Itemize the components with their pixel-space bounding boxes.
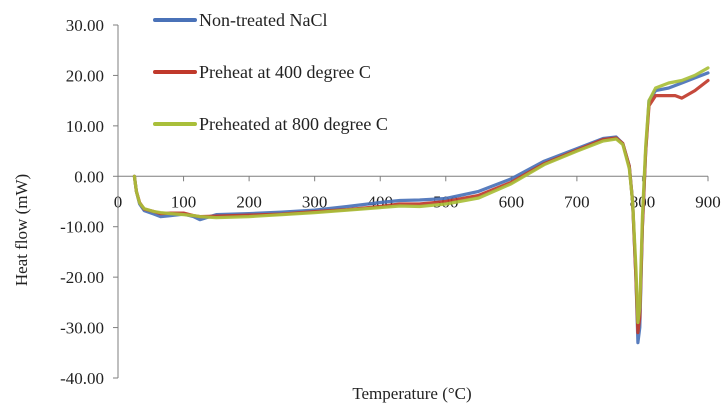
y-tick-label: -10.00 <box>60 218 104 237</box>
x-axis-title: Temperature (°C) <box>352 384 471 403</box>
y-tick-label: -30.00 <box>60 319 104 338</box>
legend: Non-treated NaCl Preheat at 400 degree C P… <box>153 10 388 134</box>
series-line-preheated-at-800-degree-c <box>132 66 710 325</box>
x-tick-label: 0 <box>114 192 123 211</box>
x-tick-label: 100 <box>171 192 197 211</box>
y-tick-label: 0.00 <box>74 167 104 186</box>
x-tick-label: 700 <box>564 192 590 211</box>
y-tick-label: -40.00 <box>60 369 104 388</box>
y-axis-title: Heat flow (mW) <box>12 174 31 286</box>
legend-label: Preheated at 800 degree C <box>199 114 388 134</box>
x-tick-label: 200 <box>236 192 262 211</box>
series-layer <box>132 66 710 345</box>
y-tick-label: 10.00 <box>66 117 104 136</box>
legend-label: Non-treated NaCl <box>199 10 327 30</box>
x-tick-label: 600 <box>499 192 525 211</box>
legend-label: Preheat at 400 degree C <box>199 62 371 82</box>
axes-layer: 30.00 20.00 10.00 0.00 -10.00 -20.00 -30.00 -40… <box>60 16 721 388</box>
x-tick-label: 300 <box>302 192 328 211</box>
y-tick-label: -20.00 <box>60 268 104 287</box>
x-tick-label: 900 <box>695 192 721 211</box>
y-tick-label: 30.00 <box>66 16 104 35</box>
y-tick-label: 20.00 <box>66 66 104 85</box>
